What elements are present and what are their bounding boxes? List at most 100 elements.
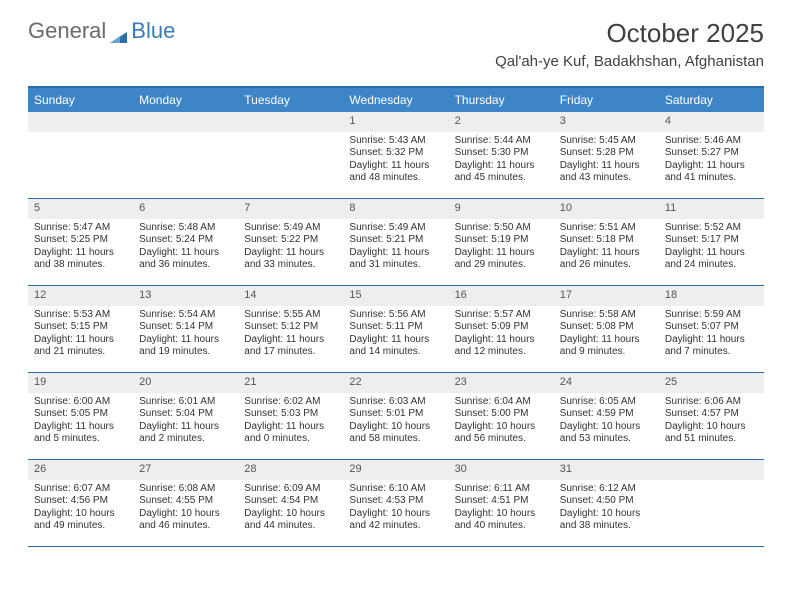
calendar-cell: 22Sunrise: 6:03 AMSunset: 5:01 PMDayligh… xyxy=(343,373,448,459)
day-number: 18 xyxy=(659,286,764,306)
day-number: 11 xyxy=(659,199,764,219)
calendar-cell: 13Sunrise: 5:54 AMSunset: 5:14 PMDayligh… xyxy=(133,286,238,372)
calendar-cell: 8Sunrise: 5:49 AMSunset: 5:21 PMDaylight… xyxy=(343,199,448,285)
day-info: Sunrise: 5:45 AMSunset: 5:28 PMDaylight:… xyxy=(554,132,659,189)
calendar-cell: 30Sunrise: 6:11 AMSunset: 4:51 PMDayligh… xyxy=(449,460,554,546)
day-number: 26 xyxy=(28,460,133,480)
day-number: . xyxy=(133,112,238,132)
title-block: October 2025 Qal'ah-ye Kuf, Badakhshan, … xyxy=(495,18,764,70)
weekday-header: SundayMondayTuesdayWednesdayThursdayFrid… xyxy=(28,88,764,112)
day-number: 9 xyxy=(449,199,554,219)
day-info: Sunrise: 5:57 AMSunset: 5:09 PMDaylight:… xyxy=(449,306,554,363)
day-number: 22 xyxy=(343,373,448,393)
day-number: 14 xyxy=(238,286,343,306)
day-number: 30 xyxy=(449,460,554,480)
calendar-cell: 20Sunrise: 6:01 AMSunset: 5:04 PMDayligh… xyxy=(133,373,238,459)
day-number: 16 xyxy=(449,286,554,306)
calendar-cell: 21Sunrise: 6:02 AMSunset: 5:03 PMDayligh… xyxy=(238,373,343,459)
calendar-cell: 1Sunrise: 5:43 AMSunset: 5:32 PMDaylight… xyxy=(343,112,448,198)
calendar-cell: 31Sunrise: 6:12 AMSunset: 4:50 PMDayligh… xyxy=(554,460,659,546)
calendar-cell: 3Sunrise: 5:45 AMSunset: 5:28 PMDaylight… xyxy=(554,112,659,198)
calendar-cell: 24Sunrise: 6:05 AMSunset: 4:59 PMDayligh… xyxy=(554,373,659,459)
day-info: Sunrise: 5:44 AMSunset: 5:30 PMDaylight:… xyxy=(449,132,554,189)
day-info: Sunrise: 5:43 AMSunset: 5:32 PMDaylight:… xyxy=(343,132,448,189)
calendar-cell: 14Sunrise: 5:55 AMSunset: 5:12 PMDayligh… xyxy=(238,286,343,372)
calendar-week: 19Sunrise: 6:00 AMSunset: 5:05 PMDayligh… xyxy=(28,373,764,460)
calendar-body: ...... 1Sunrise: 5:43 AMSunset: 5:32 PMDa… xyxy=(28,112,764,547)
day-info: Sunrise: 5:48 AMSunset: 5:24 PMDaylight:… xyxy=(133,219,238,276)
day-info: Sunrise: 6:12 AMSunset: 4:50 PMDaylight:… xyxy=(554,480,659,537)
calendar-cell: 6Sunrise: 5:48 AMSunset: 5:24 PMDaylight… xyxy=(133,199,238,285)
calendar-cell: 29Sunrise: 6:10 AMSunset: 4:53 PMDayligh… xyxy=(343,460,448,546)
day-info: Sunrise: 5:56 AMSunset: 5:11 PMDaylight:… xyxy=(343,306,448,363)
day-number: 10 xyxy=(554,199,659,219)
calendar-cell: 2Sunrise: 5:44 AMSunset: 5:30 PMDaylight… xyxy=(449,112,554,198)
calendar-cell-empty: .. xyxy=(133,112,238,198)
day-info: Sunrise: 5:51 AMSunset: 5:18 PMDaylight:… xyxy=(554,219,659,276)
day-number: 5 xyxy=(28,199,133,219)
day-info: Sunrise: 6:02 AMSunset: 5:03 PMDaylight:… xyxy=(238,393,343,450)
day-info: Sunrise: 5:54 AMSunset: 5:14 PMDaylight:… xyxy=(133,306,238,363)
day-number: 7 xyxy=(238,199,343,219)
day-info: Sunrise: 6:11 AMSunset: 4:51 PMDaylight:… xyxy=(449,480,554,537)
calendar-cell: 17Sunrise: 5:58 AMSunset: 5:08 PMDayligh… xyxy=(554,286,659,372)
day-number: 6 xyxy=(133,199,238,219)
calendar-cell: 26Sunrise: 6:07 AMSunset: 4:56 PMDayligh… xyxy=(28,460,133,546)
day-info: Sunrise: 6:06 AMSunset: 4:57 PMDaylight:… xyxy=(659,393,764,450)
day-number: 12 xyxy=(28,286,133,306)
day-info: Sunrise: 6:05 AMSunset: 4:59 PMDaylight:… xyxy=(554,393,659,450)
calendar-cell: 4Sunrise: 5:46 AMSunset: 5:27 PMDaylight… xyxy=(659,112,764,198)
calendar-cell: 27Sunrise: 6:08 AMSunset: 4:55 PMDayligh… xyxy=(133,460,238,546)
day-number: 23 xyxy=(449,373,554,393)
day-info: Sunrise: 5:53 AMSunset: 5:15 PMDaylight:… xyxy=(28,306,133,363)
weekday-label: Wednesday xyxy=(343,88,448,112)
day-info: Sunrise: 6:00 AMSunset: 5:05 PMDaylight:… xyxy=(28,393,133,450)
calendar-cell: 10Sunrise: 5:51 AMSunset: 5:18 PMDayligh… xyxy=(554,199,659,285)
calendar-cell: 11Sunrise: 5:52 AMSunset: 5:17 PMDayligh… xyxy=(659,199,764,285)
day-number: 3 xyxy=(554,112,659,132)
calendar-week: ......1Sunrise: 5:43 AMSunset: 5:32 PMDa… xyxy=(28,112,764,199)
month-title: October 2025 xyxy=(495,18,764,49)
weekday-label: Monday xyxy=(133,88,238,112)
logo-text-2: Blue xyxy=(131,18,175,44)
calendar-cell: 18Sunrise: 5:59 AMSunset: 5:07 PMDayligh… xyxy=(659,286,764,372)
day-number: 8 xyxy=(343,199,448,219)
day-info: Sunrise: 6:10 AMSunset: 4:53 PMDaylight:… xyxy=(343,480,448,537)
day-number: 17 xyxy=(554,286,659,306)
weekday-label: Friday xyxy=(554,88,659,112)
calendar-cell: 15Sunrise: 5:56 AMSunset: 5:11 PMDayligh… xyxy=(343,286,448,372)
day-info: Sunrise: 5:50 AMSunset: 5:19 PMDaylight:… xyxy=(449,219,554,276)
day-number: 25 xyxy=(659,373,764,393)
calendar-cell: 28Sunrise: 6:09 AMSunset: 4:54 PMDayligh… xyxy=(238,460,343,546)
calendar-cell: 19Sunrise: 6:00 AMSunset: 5:05 PMDayligh… xyxy=(28,373,133,459)
day-info: Sunrise: 6:08 AMSunset: 4:55 PMDaylight:… xyxy=(133,480,238,537)
weekday-label: Sunday xyxy=(28,88,133,112)
day-number: 29 xyxy=(343,460,448,480)
day-number: 15 xyxy=(343,286,448,306)
day-info: Sunrise: 5:59 AMSunset: 5:07 PMDaylight:… xyxy=(659,306,764,363)
logo: General Blue xyxy=(28,18,175,44)
calendar: SundayMondayTuesdayWednesdayThursdayFrid… xyxy=(28,86,764,547)
day-info: Sunrise: 6:04 AMSunset: 5:00 PMDaylight:… xyxy=(449,393,554,450)
day-info: Sunrise: 5:58 AMSunset: 5:08 PMDaylight:… xyxy=(554,306,659,363)
day-number: 13 xyxy=(133,286,238,306)
day-number: 21 xyxy=(238,373,343,393)
day-number: 28 xyxy=(238,460,343,480)
calendar-cell-empty: .. xyxy=(28,112,133,198)
calendar-cell: 7Sunrise: 5:49 AMSunset: 5:22 PMDaylight… xyxy=(238,199,343,285)
calendar-cell: 25Sunrise: 6:06 AMSunset: 4:57 PMDayligh… xyxy=(659,373,764,459)
calendar-cell-empty: .. xyxy=(659,460,764,546)
day-info: Sunrise: 5:47 AMSunset: 5:25 PMDaylight:… xyxy=(28,219,133,276)
day-number: 4 xyxy=(659,112,764,132)
calendar-week: 5Sunrise: 5:47 AMSunset: 5:25 PMDaylight… xyxy=(28,199,764,286)
calendar-cell: 9Sunrise: 5:50 AMSunset: 5:19 PMDaylight… xyxy=(449,199,554,285)
day-info: Sunrise: 5:49 AMSunset: 5:22 PMDaylight:… xyxy=(238,219,343,276)
day-number: 2 xyxy=(449,112,554,132)
calendar-week: 12Sunrise: 5:53 AMSunset: 5:15 PMDayligh… xyxy=(28,286,764,373)
day-info: Sunrise: 5:52 AMSunset: 5:17 PMDaylight:… xyxy=(659,219,764,276)
day-number: 20 xyxy=(133,373,238,393)
day-number: 19 xyxy=(28,373,133,393)
day-info: Sunrise: 6:01 AMSunset: 5:04 PMDaylight:… xyxy=(133,393,238,450)
weekday-label: Saturday xyxy=(659,88,764,112)
calendar-week: 26Sunrise: 6:07 AMSunset: 4:56 PMDayligh… xyxy=(28,460,764,547)
